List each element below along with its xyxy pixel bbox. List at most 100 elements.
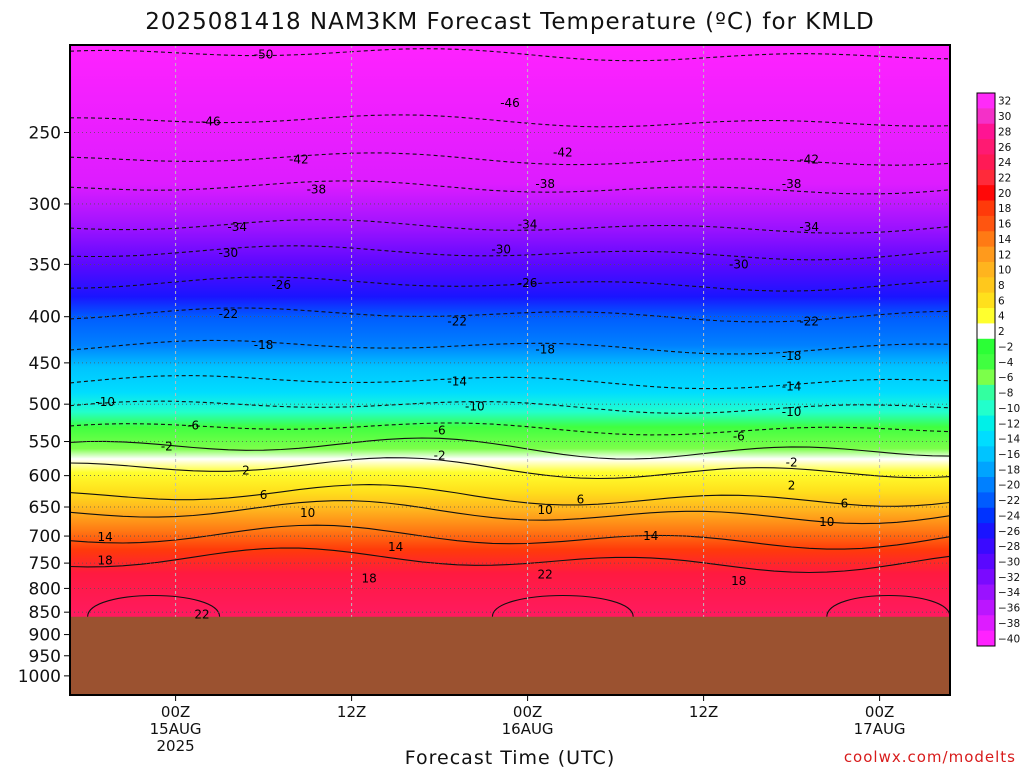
- x-tick-label: 17AUG: [854, 720, 906, 738]
- colorbar-label: 2: [998, 326, 1005, 338]
- y-tick-label: 850: [29, 603, 61, 623]
- plot-area: -50 -46 -46 -42 -42 -42 -38 -38 -38 -34 -34 -34 -30 -…: [70, 45, 950, 695]
- contour-label: -38: [782, 177, 802, 191]
- contour-label: -22: [219, 307, 239, 321]
- colorbar-frame: [976, 92, 996, 647]
- contour-label: -10: [465, 400, 485, 414]
- colorbar-label: 22: [998, 172, 1011, 184]
- colorbar-swatch: [977, 185, 995, 202]
- contour-label: -6: [434, 424, 446, 438]
- contour-label: -38: [535, 177, 555, 191]
- colorbar-label: −22: [998, 495, 1020, 507]
- contour-label: 14: [98, 530, 113, 544]
- contour-label: -18: [254, 338, 274, 352]
- isotherm-loop: [826, 594, 950, 617]
- y-tick-label: 900: [29, 626, 61, 646]
- contour-label: -42: [289, 153, 309, 167]
- colorbar-swatch: [977, 553, 995, 570]
- colorbar-label: 10: [998, 265, 1011, 277]
- colorbar-label: −30: [998, 557, 1020, 569]
- temperature-field: [70, 45, 950, 695]
- colorbar-swatch: [977, 231, 995, 248]
- colorbar-swatch: [977, 169, 995, 186]
- x-tick-label: 2025: [157, 737, 195, 755]
- contour-label: -10: [782, 405, 802, 419]
- contour-label: -46: [201, 114, 221, 128]
- colorbar-label: −26: [998, 526, 1020, 538]
- contour-label: -34: [799, 220, 819, 234]
- contour-label: 10: [819, 515, 834, 529]
- colorbar-swatch: [977, 415, 995, 432]
- colorbar-label: −12: [998, 418, 1020, 430]
- isotherm-line: [70, 276, 950, 292]
- contour-label: -50: [254, 48, 274, 62]
- y-tick-label: 1000: [18, 667, 61, 687]
- contour-label: -38: [307, 182, 327, 196]
- colorbar-label: −2: [998, 341, 1013, 353]
- colorbar-swatch: [977, 354, 995, 370]
- y-tick-label: 250: [29, 123, 61, 143]
- y-tick-label: 400: [29, 308, 61, 328]
- colorbar-label: −32: [998, 572, 1020, 584]
- isotherm-line: [70, 307, 950, 323]
- contour-label: 18: [362, 571, 377, 585]
- y-tick-label: 800: [29, 579, 61, 599]
- colorbar-label: 4: [998, 311, 1005, 323]
- colorbar-swatch: [977, 492, 995, 509]
- contour-label: 10: [538, 503, 553, 517]
- colorbar-swatch: [977, 461, 995, 478]
- colorbar-swatch: [977, 308, 995, 324]
- colorbar-swatch: [977, 446, 995, 463]
- plot-frame: [69, 44, 951, 696]
- contour-label: 10: [300, 506, 315, 520]
- colorbar-label: −40: [998, 633, 1020, 645]
- contour-label: -42: [553, 145, 573, 159]
- colorbar-swatch: [977, 108, 995, 125]
- colorbar-swatch: [977, 323, 995, 340]
- colorbar-swatch: [977, 523, 995, 539]
- contour-label: -2: [786, 455, 798, 469]
- contour-lines: [70, 48, 950, 617]
- isotherm-line: [70, 437, 950, 460]
- contour-labels: -50 -46 -46 -42 -42 -42 -38 -38 -38 -34 -34 -34 -30 -…: [95, 48, 848, 622]
- colorbar-swatch: [977, 338, 995, 355]
- contour-label: 6: [260, 488, 268, 502]
- contour-label: -42: [799, 153, 819, 167]
- colorbar-label: 12: [998, 249, 1011, 261]
- y-tick-label: 550: [29, 433, 61, 453]
- isotherm-line: [70, 524, 950, 550]
- contour-label: 22: [194, 607, 209, 621]
- contour-label: 6: [577, 493, 585, 507]
- y-tick-label: 350: [29, 255, 61, 275]
- colorbar-label: −18: [998, 464, 1020, 476]
- contour-label: -22: [799, 315, 819, 329]
- contour-label: 2: [788, 478, 796, 492]
- y-axis: 250 300 350 400 450 500 550 600 650 700 750 800 850 9…: [18, 123, 70, 687]
- colorbar-label: 6: [998, 295, 1005, 307]
- contour-label: -18: [782, 349, 802, 363]
- contour-label: 14: [643, 529, 658, 543]
- colorbar-label: 16: [998, 219, 1012, 231]
- contour-label: 18: [98, 553, 113, 567]
- contour-label: 6: [841, 496, 849, 510]
- colorbar-label: 30: [998, 111, 1011, 123]
- surface-terrain: [70, 616, 950, 695]
- colorbar-swatch: [977, 569, 995, 586]
- colorbar-swatch: [977, 369, 995, 386]
- contour-label: -26: [518, 276, 538, 290]
- y-tick-label: 600: [29, 467, 61, 487]
- contour-label: -34: [518, 217, 538, 231]
- isotherm-line: [70, 484, 950, 507]
- colorbar-label: −38: [998, 618, 1020, 630]
- y-tick-label: 300: [29, 195, 61, 215]
- colorbar-label: −20: [998, 480, 1020, 492]
- contour-label: -6: [733, 430, 745, 444]
- contour-label: -46: [500, 96, 520, 110]
- contour-label: -2: [161, 439, 173, 453]
- colorbar-label: −34: [998, 587, 1020, 599]
- colorbar-swatch: [977, 246, 995, 263]
- contour-label: -26: [271, 278, 291, 292]
- credit-text: coolwx.com/modelts: [844, 748, 1016, 766]
- colorbar-swatch: [977, 215, 995, 232]
- colorbar-label: −28: [998, 541, 1020, 553]
